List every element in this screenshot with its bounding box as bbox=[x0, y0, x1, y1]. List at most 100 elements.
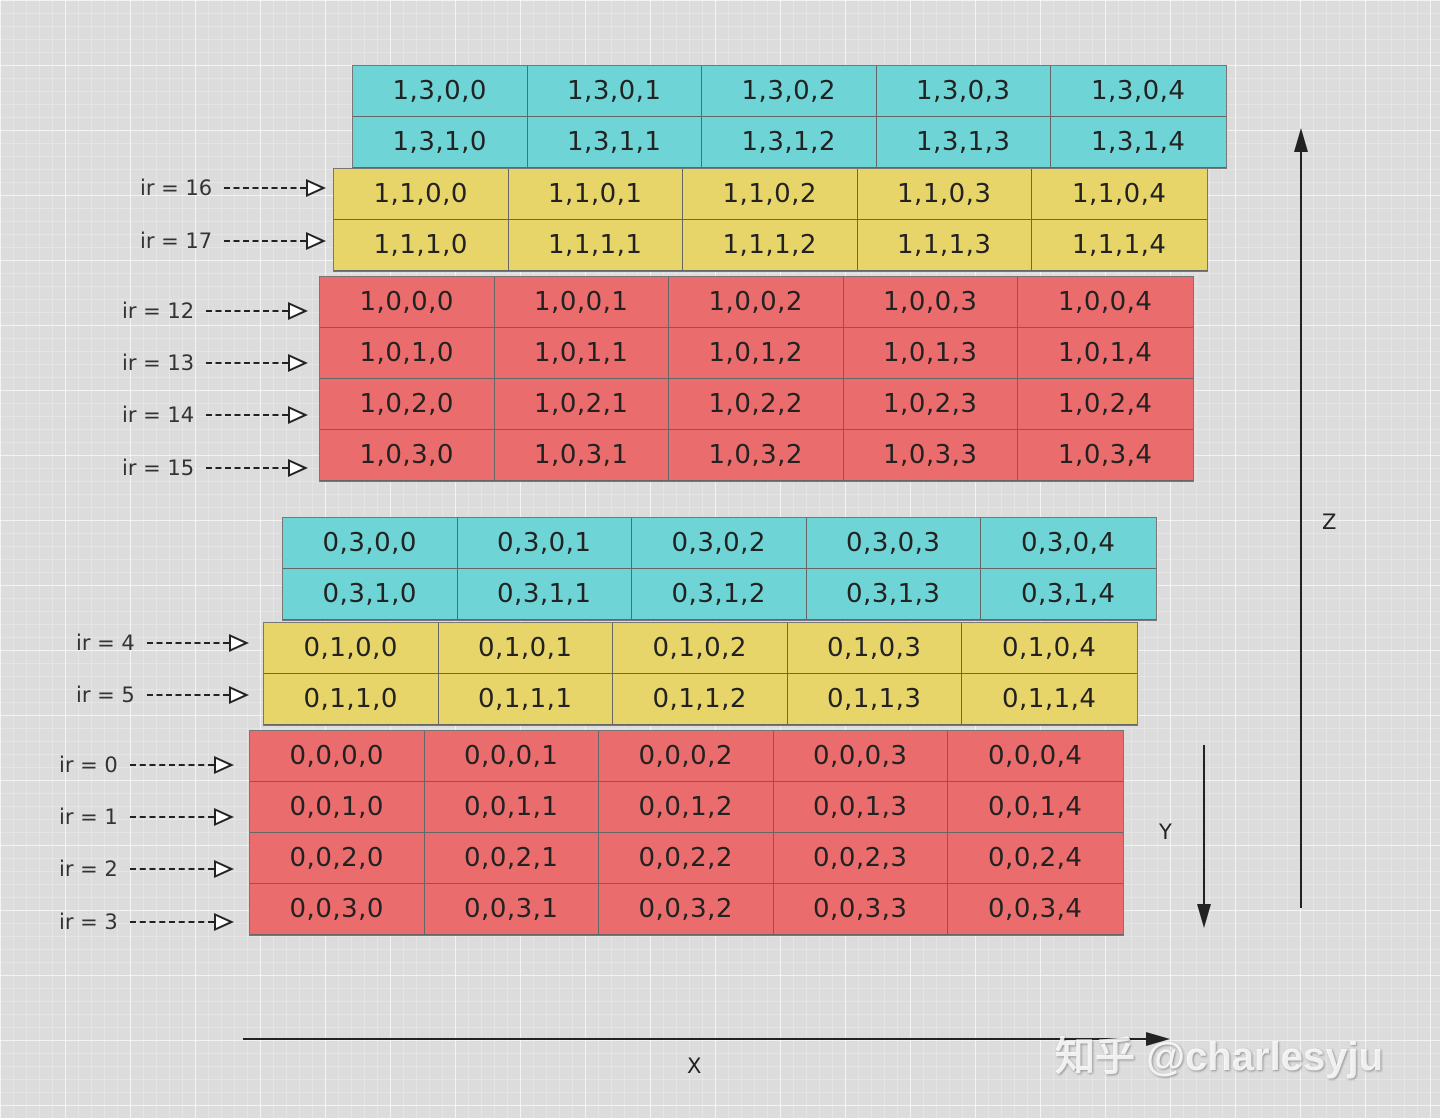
grid-cell: 0,1,0,4 bbox=[962, 623, 1137, 674]
grid-cell: 1,0,2,2 bbox=[669, 379, 844, 430]
y-axis-label: Y bbox=[1159, 820, 1172, 844]
grid-cell: 1,3,0,1 bbox=[527, 66, 702, 117]
arrow-head-icon bbox=[288, 302, 309, 320]
arrow-head-icon bbox=[288, 459, 309, 477]
grid-cell: 1,0,3,4 bbox=[1018, 430, 1193, 481]
ir-label: ir = 4 bbox=[76, 631, 249, 655]
grid-cell: 0,3,1,3 bbox=[806, 569, 981, 620]
grid-cell: 0,3,0,2 bbox=[632, 518, 807, 569]
grid-cell: 0,0,0,3 bbox=[773, 731, 948, 782]
grid-cell: 0,1,0,0 bbox=[264, 623, 439, 674]
grid-cell: 0,1,1,4 bbox=[962, 674, 1137, 725]
ir-text: ir = 17 bbox=[140, 229, 213, 253]
layer-1-red-grid: 1,0,0,0 1,0,0,1 1,0,0,2 1,0,0,3 1,0,0,4 1,0,1… bbox=[319, 276, 1194, 482]
grid-cell: 1,0,3,1 bbox=[494, 430, 669, 481]
grid-cell: 1,0,0,1 bbox=[494, 277, 669, 328]
grid-cell: 1,3,1,0 bbox=[353, 117, 528, 168]
grid-cell: 0,3,0,0 bbox=[283, 518, 458, 569]
grid-cell: 1,0,3,2 bbox=[669, 430, 844, 481]
dashed-arrow-line bbox=[206, 362, 289, 364]
grid-cell: 1,0,1,3 bbox=[843, 328, 1018, 379]
grid-cell: 0,0,2,2 bbox=[599, 833, 774, 884]
grid-cell: 0,1,0,2 bbox=[613, 623, 788, 674]
x-axis-label: X bbox=[687, 1054, 702, 1078]
grid-cell: 1,3,1,1 bbox=[527, 117, 702, 168]
dashed-arrow-line bbox=[206, 310, 289, 312]
layer-1-cyan-grid: 1,3,0,0 1,3,0,1 1,3,0,2 1,3,0,3 1,3,0,4 1,3,1… bbox=[352, 65, 1227, 169]
grid-cell: 0,0,1,4 bbox=[948, 782, 1123, 833]
arrow-head-icon bbox=[228, 686, 249, 704]
grid-cell: 0,0,0,4 bbox=[948, 731, 1123, 782]
grid-cell: 1,0,1,1 bbox=[494, 328, 669, 379]
grid-cell: 0,3,0,4 bbox=[981, 518, 1156, 569]
grid-cell: 0,3,1,0 bbox=[283, 569, 458, 620]
grid-cell: 0,0,1,3 bbox=[773, 782, 948, 833]
grid-cell: 0,3,1,1 bbox=[457, 569, 632, 620]
ir-text: ir = 2 bbox=[59, 857, 118, 881]
grid-cell: 0,1,0,1 bbox=[438, 623, 613, 674]
ir-text: ir = 3 bbox=[59, 910, 118, 934]
dashed-arrow-line bbox=[224, 240, 307, 242]
arrow-head-icon bbox=[228, 634, 249, 652]
grid-cell: 0,0,1,0 bbox=[250, 782, 425, 833]
grid-cell: 0,0,3,0 bbox=[250, 884, 425, 935]
grid-cell: 1,0,3,0 bbox=[320, 430, 495, 481]
grid-cell: 1,0,0,4 bbox=[1018, 277, 1193, 328]
ir-label: ir = 16 bbox=[140, 176, 327, 200]
dashed-arrow-line bbox=[129, 868, 214, 870]
grid-cell: 0,0,0,2 bbox=[599, 731, 774, 782]
grid-cell: 0,3,0,1 bbox=[457, 518, 632, 569]
ir-label: ir = 13 bbox=[122, 351, 309, 375]
ir-label: ir = 12 bbox=[122, 299, 309, 323]
grid-cell: 1,0,2,3 bbox=[843, 379, 1018, 430]
layer-0-red-grid: 0,0,0,0 0,0,0,1 0,0,0,2 0,0,0,3 0,0,0,4 0,0,1… bbox=[249, 730, 1124, 936]
dashed-arrow-line bbox=[146, 642, 229, 644]
grid-cell: 0,3,1,4 bbox=[981, 569, 1156, 620]
grid-cell: 0,1,1,0 bbox=[264, 674, 439, 725]
grid-cell: 1,0,0,3 bbox=[843, 277, 1018, 328]
ir-label: ir = 17 bbox=[140, 229, 327, 253]
ir-label: ir = 0 bbox=[59, 753, 234, 777]
ir-label: ir = 3 bbox=[59, 910, 234, 934]
grid-cell: 0,0,2,4 bbox=[948, 833, 1123, 884]
arrow-head-icon bbox=[288, 354, 309, 372]
grid-cell: 1,0,1,2 bbox=[669, 328, 844, 379]
grid-cell: 0,1,1,3 bbox=[787, 674, 962, 725]
arrow-head-icon bbox=[213, 808, 234, 826]
grid-cell: 1,1,0,2 bbox=[683, 169, 858, 220]
grid-cell: 1,0,2,1 bbox=[494, 379, 669, 430]
watermark: 知乎 @charlesyju bbox=[1055, 1035, 1384, 1079]
arrow-head-icon bbox=[213, 913, 234, 931]
grid-cell: 0,3,1,2 bbox=[632, 569, 807, 620]
ir-label: ir = 2 bbox=[59, 857, 234, 881]
grid-cell: 0,0,3,2 bbox=[599, 884, 774, 935]
grid-cell: 0,1,1,1 bbox=[438, 674, 613, 725]
grid-cell: 1,3,0,4 bbox=[1051, 66, 1226, 117]
z-axis-arrow-icon bbox=[1294, 128, 1308, 152]
ir-label: ir = 1 bbox=[59, 805, 234, 829]
grid-cell: 1,1,1,1 bbox=[508, 220, 683, 271]
grid-cell: 0,1,0,3 bbox=[787, 623, 962, 674]
grid-cell: 1,3,1,2 bbox=[702, 117, 877, 168]
layer-1-yellow-grid: 1,1,0,0 1,1,0,1 1,1,0,2 1,1,0,3 1,1,0,4 1,1,1… bbox=[333, 168, 1208, 272]
grid-cell: 0,3,0,3 bbox=[806, 518, 981, 569]
grid-cell: 0,0,3,4 bbox=[948, 884, 1123, 935]
grid-cell: 0,0,0,0 bbox=[250, 731, 425, 782]
grid-cell: 1,0,0,0 bbox=[320, 277, 495, 328]
grid-cell: 1,0,2,4 bbox=[1018, 379, 1193, 430]
grid-cell: 0,0,2,1 bbox=[424, 833, 599, 884]
grid-cell: 0,0,2,3 bbox=[773, 833, 948, 884]
arrow-head-icon bbox=[288, 406, 309, 424]
ir-text: ir = 12 bbox=[122, 299, 195, 323]
grid-cell: 0,0,0,1 bbox=[424, 731, 599, 782]
grid-cell: 1,1,0,1 bbox=[508, 169, 683, 220]
dashed-arrow-line bbox=[206, 414, 289, 416]
grid-cell: 0,0,3,1 bbox=[424, 884, 599, 935]
ir-label: ir = 15 bbox=[122, 456, 309, 480]
dashed-arrow-line bbox=[146, 694, 229, 696]
ir-text: ir = 16 bbox=[140, 176, 213, 200]
grid-cell: 0,0,1,2 bbox=[599, 782, 774, 833]
z-axis-label: Z bbox=[1322, 510, 1337, 534]
ir-text: ir = 1 bbox=[59, 805, 118, 829]
y-axis-arrow-icon bbox=[1197, 904, 1211, 928]
